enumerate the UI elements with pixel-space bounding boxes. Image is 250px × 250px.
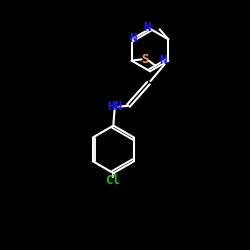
Text: N: N xyxy=(144,21,151,34)
Text: N: N xyxy=(129,32,136,44)
Text: S: S xyxy=(142,53,149,66)
Text: N: N xyxy=(160,54,167,67)
Text: HN: HN xyxy=(107,100,122,113)
Text: Cl: Cl xyxy=(105,174,120,186)
